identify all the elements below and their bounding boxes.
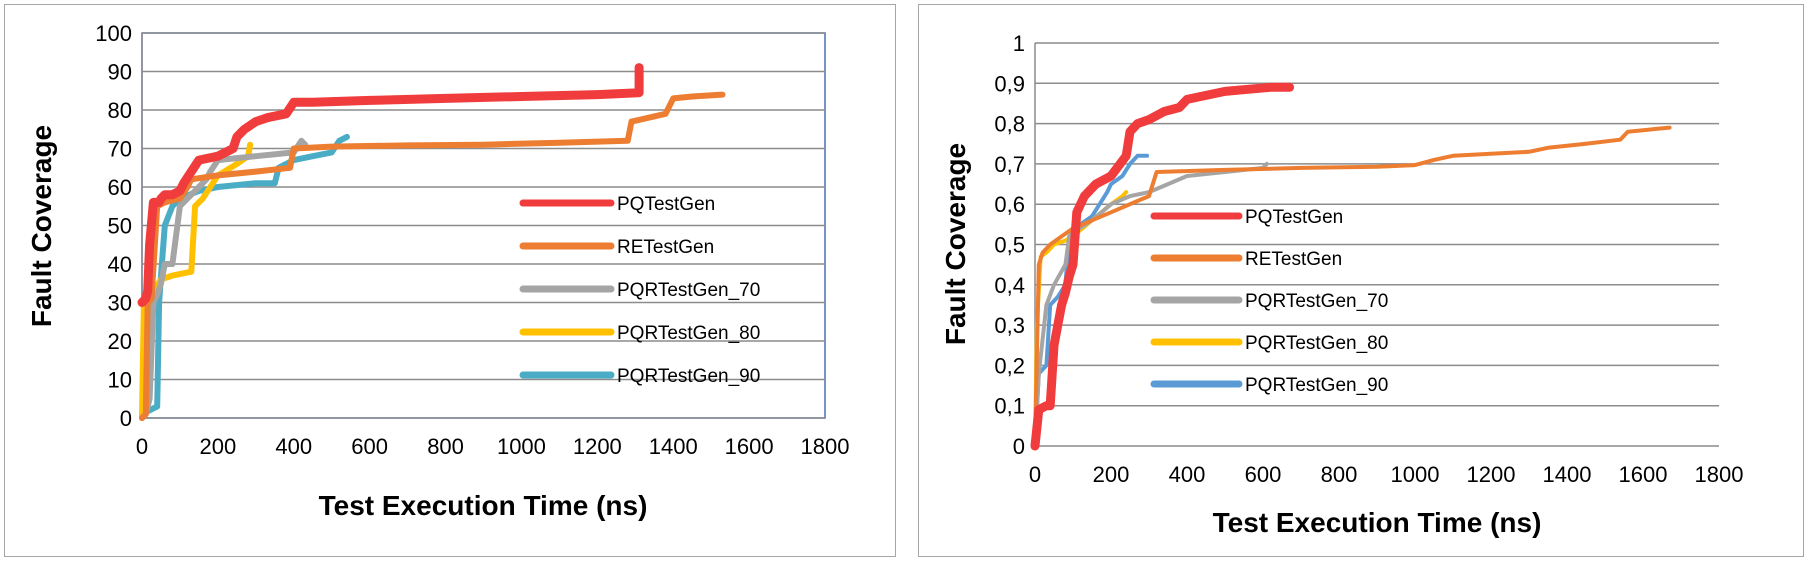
series-line-PQRTestGen_90 <box>1033 153 1150 448</box>
x-tick-label: 800 <box>1321 462 1358 487</box>
y-axis-title: Fault Coverage <box>26 125 57 327</box>
x-tick-label: 800 <box>427 434 464 459</box>
y-tick-label: 0 <box>1013 434 1025 459</box>
y-tick-label: 0,8 <box>994 112 1025 137</box>
legend-label: PQRTestGen_90 <box>617 366 760 387</box>
x-axis-title: Test Execution Time (ns) <box>319 490 648 521</box>
x-tick-label: 400 <box>275 434 312 459</box>
y-tick-label: 1 <box>1013 31 1025 56</box>
legend-label: PQRTestGen_80 <box>617 323 760 344</box>
y-tick-label: 100 <box>95 21 132 46</box>
y-tick-label: 0,6 <box>994 192 1025 217</box>
series-line-RETestGen <box>1033 125 1672 448</box>
chart-panel-right: 0 0,1 0,2 0,3 0,4 0,5 0,6 0,7 0,8 0,9 1 0 200 400 600 8… <box>918 4 1804 557</box>
x-axis-title: Test Execution Time (ns) <box>1213 507 1542 538</box>
legend-label: PQRTestGen_80 <box>1245 333 1388 354</box>
legend-label: RETestGen <box>1245 249 1342 270</box>
y-tick-label: 0,4 <box>994 273 1025 298</box>
y-tick-label: 30 <box>108 291 132 316</box>
x-tick-label: 1800 <box>801 434 850 459</box>
y-tick-label: 0,5 <box>994 233 1025 258</box>
x-tick-label: 1600 <box>725 434 774 459</box>
legend-label: PQTestGen <box>1245 207 1343 228</box>
legend-label: PQRTestGen_70 <box>617 280 760 301</box>
series-line-PQRTestGen_70 <box>1033 161 1269 448</box>
x-tick-label: 1000 <box>1391 462 1440 487</box>
x-tick-label: 1400 <box>1543 462 1592 487</box>
y-tick-label: 0,9 <box>994 71 1025 96</box>
x-tick-label: 0 <box>136 434 148 459</box>
y-tick-label: 0,1 <box>994 394 1025 419</box>
y-tick-label: 70 <box>108 137 132 162</box>
legend-label: PQRTestGen_70 <box>1245 291 1388 312</box>
y-tick-label: 50 <box>108 214 132 239</box>
x-tick-label: 200 <box>1093 462 1130 487</box>
x-tick-label: 600 <box>1245 462 1282 487</box>
legend-label: RETestGen <box>617 237 714 258</box>
y-tick-label: 90 <box>108 60 132 85</box>
y-axis-title: Fault Coverage <box>940 143 971 345</box>
y-tick-label: 80 <box>108 98 132 123</box>
x-tick-label: 600 <box>351 434 388 459</box>
x-tick-label: 1600 <box>1619 462 1668 487</box>
x-tick-label: 1000 <box>497 434 546 459</box>
x-tick-label: 1200 <box>1467 462 1516 487</box>
chart-right: 0 0,1 0,2 0,3 0,4 0,5 0,6 0,7 0,8 0,9 1 0 200 400 600 8… <box>940 31 1744 538</box>
series-line-PQTestGen <box>1030 82 1295 451</box>
legend-label: PQRTestGen_90 <box>1245 375 1388 396</box>
chart-panel-left: 0 10 20 30 40 50 60 70 80 90 100 0 200 400 600 800 1000 1… <box>4 4 896 557</box>
x-tick-label: 200 <box>200 434 237 459</box>
y-tick-label: 0 <box>120 406 132 431</box>
series-line-PQTestGen <box>137 63 644 307</box>
y-tick-label: 0,7 <box>994 152 1025 177</box>
y-tick-label: 20 <box>108 329 132 354</box>
y-tick-label: 60 <box>108 175 132 200</box>
legend-label: PQTestGen <box>617 194 715 215</box>
x-tick-label: 1400 <box>649 434 698 459</box>
series-line-PQRTestGen_70 <box>139 137 309 421</box>
x-tick-label: 0 <box>1029 462 1041 487</box>
y-tick-label: 0,2 <box>994 353 1025 378</box>
y-tick-label: 0,3 <box>994 313 1025 338</box>
y-tick-label: 40 <box>108 252 132 277</box>
y-tick-label: 10 <box>108 368 132 393</box>
x-tick-label: 400 <box>1169 462 1206 487</box>
series-line-RETestGen <box>139 91 726 421</box>
x-tick-label: 1800 <box>1695 462 1744 487</box>
x-tick-label: 1200 <box>573 434 622 459</box>
